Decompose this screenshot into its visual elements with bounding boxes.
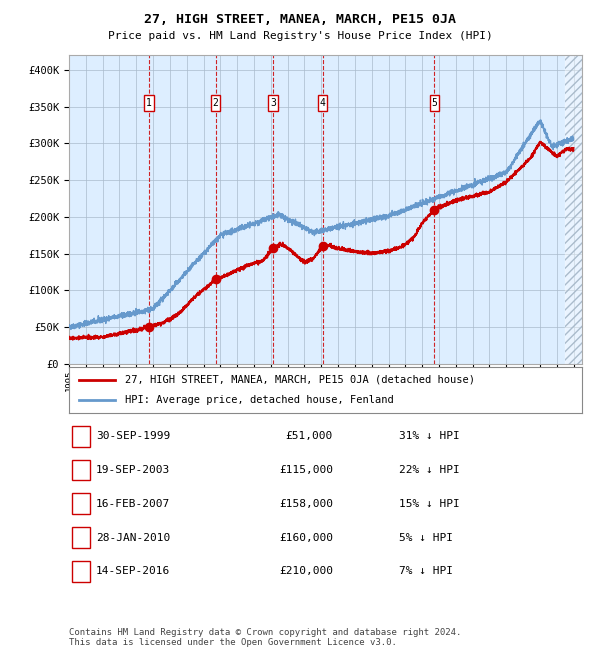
FancyBboxPatch shape [144,95,154,111]
Text: 1: 1 [146,98,152,108]
FancyBboxPatch shape [211,95,220,111]
Text: 2: 2 [213,98,218,108]
Text: 4: 4 [77,532,85,543]
Text: 4: 4 [320,98,326,108]
Text: 16-FEB-2007: 16-FEB-2007 [96,499,170,509]
Text: 28-JAN-2010: 28-JAN-2010 [96,532,170,543]
Text: £210,000: £210,000 [279,566,333,577]
Bar [565,55,582,364]
Text: 3: 3 [270,98,276,108]
FancyBboxPatch shape [318,95,327,111]
Text: 19-SEP-2003: 19-SEP-2003 [96,465,170,475]
Text: 22% ↓ HPI: 22% ↓ HPI [399,465,460,475]
Text: 1: 1 [77,431,85,441]
FancyBboxPatch shape [430,95,439,111]
Text: HPI: Average price, detached house, Fenland: HPI: Average price, detached house, Fenl… [125,395,394,405]
Text: 5: 5 [77,566,85,577]
Text: 2: 2 [77,465,85,475]
Text: 5: 5 [431,98,437,108]
Text: £51,000: £51,000 [286,431,333,441]
Text: £160,000: £160,000 [279,532,333,543]
Text: 7% ↓ HPI: 7% ↓ HPI [399,566,453,577]
Text: Contains HM Land Registry data © Crown copyright and database right 2024.: Contains HM Land Registry data © Crown c… [69,628,461,637]
FancyBboxPatch shape [268,95,278,111]
Text: £158,000: £158,000 [279,499,333,509]
Text: 27, HIGH STREET, MANEA, MARCH, PE15 0JA: 27, HIGH STREET, MANEA, MARCH, PE15 0JA [144,13,456,26]
Text: This data is licensed under the Open Government Licence v3.0.: This data is licensed under the Open Gov… [69,638,397,647]
Bar [565,55,582,364]
Text: 5% ↓ HPI: 5% ↓ HPI [399,532,453,543]
Text: 27, HIGH STREET, MANEA, MARCH, PE15 0JA (detached house): 27, HIGH STREET, MANEA, MARCH, PE15 0JA … [125,375,475,385]
Text: Price paid vs. HM Land Registry's House Price Index (HPI): Price paid vs. HM Land Registry's House … [107,31,493,40]
Text: 14-SEP-2016: 14-SEP-2016 [96,566,170,577]
Text: 3: 3 [77,499,85,509]
Text: 15% ↓ HPI: 15% ↓ HPI [399,499,460,509]
Text: 31% ↓ HPI: 31% ↓ HPI [399,431,460,441]
Text: 30-SEP-1999: 30-SEP-1999 [96,431,170,441]
Text: £115,000: £115,000 [279,465,333,475]
